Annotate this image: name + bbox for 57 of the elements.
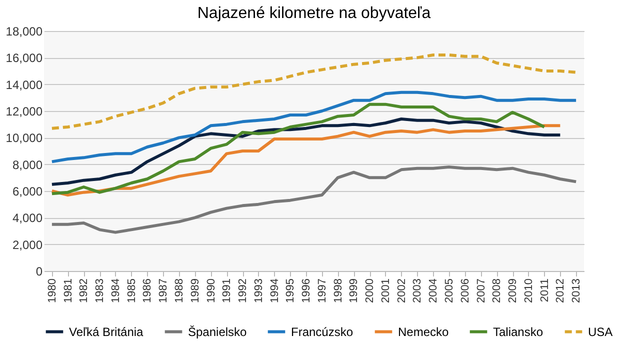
x-tick-label: 1998 (332, 278, 344, 303)
x-tick-label: 2004 (428, 278, 440, 303)
x-tick-label: 1987 (158, 278, 170, 303)
x-tick-label: 1990 (205, 278, 218, 303)
x-tick-label: 1992 (237, 278, 250, 303)
line-series (50, 124, 562, 196)
x-tick-label: 2008 (491, 278, 504, 303)
y-tick-label: 2,000 (12, 238, 43, 252)
legend-label: Nemecko (398, 324, 450, 339)
line-series (50, 102, 546, 196)
x-tick-label: 2000 (364, 278, 376, 303)
y-tick-label: 4,000 (12, 211, 43, 226)
line-series (50, 54, 578, 130)
x-tick-label: 1980 (46, 278, 58, 303)
x-tick-label: 1985 (126, 278, 138, 303)
x-tick-label: 1984 (110, 278, 122, 303)
y-tick-label: 16,000 (6, 51, 43, 66)
chart-title: Najazené kilometre na obyvateľa (197, 5, 431, 22)
x-tick-label: 1983 (94, 278, 106, 303)
x-tick-label: 2013 (570, 278, 583, 303)
x-tick-label: 1988 (174, 278, 186, 303)
x-tick-label: 1991 (221, 278, 234, 303)
y-tick-label: 12,000 (6, 104, 43, 118)
line-series (50, 90, 578, 164)
x-tick-label: 2001 (380, 278, 392, 303)
x-tick-label: 1993 (252, 278, 265, 303)
x-tick-label: 1982 (78, 278, 90, 303)
x-tick-label: 1999 (348, 278, 360, 303)
legend-label: Taliansko (493, 324, 544, 339)
y-tick-label: 10,000 (6, 131, 43, 146)
x-tick-label: 2009 (507, 278, 520, 303)
x-tick-label: 2011 (538, 278, 551, 302)
legend-label: Španielsko (188, 324, 248, 339)
x-tick-label: 1995 (284, 278, 297, 303)
y-tick-label: 18,000 (6, 24, 43, 38)
x-tick-label: 1994 (268, 278, 281, 303)
y-tick-label: 14,000 (6, 78, 43, 92)
x-tick-label: 2010 (522, 278, 535, 303)
x-tick-label: 1981 (62, 278, 74, 303)
x-tick-label: 1997 (316, 278, 328, 303)
legend-label: Francúzsko (291, 324, 354, 339)
x-tick-label: 1986 (142, 278, 154, 303)
line-series (50, 166, 578, 234)
x-tick-label: 2012 (554, 278, 567, 303)
x-tick-label: 2002 (396, 278, 408, 303)
x-tick-label: 1989 (189, 278, 202, 303)
line-series (50, 118, 562, 186)
x-tick-label: 2007 (475, 278, 488, 303)
legend-label: USA (588, 324, 613, 339)
y-tick-label: 8,000 (12, 158, 43, 172)
y-tick-label: 0 (36, 264, 43, 278)
x-tick-label: 2003 (412, 278, 424, 303)
x-tick-label: 1996 (300, 278, 313, 303)
x-tick-label: 2006 (459, 278, 472, 303)
legend-label: Veľká Británia (69, 324, 144, 339)
y-tick-label: 6,000 (12, 184, 43, 198)
x-tick-label: 2005 (444, 278, 456, 303)
